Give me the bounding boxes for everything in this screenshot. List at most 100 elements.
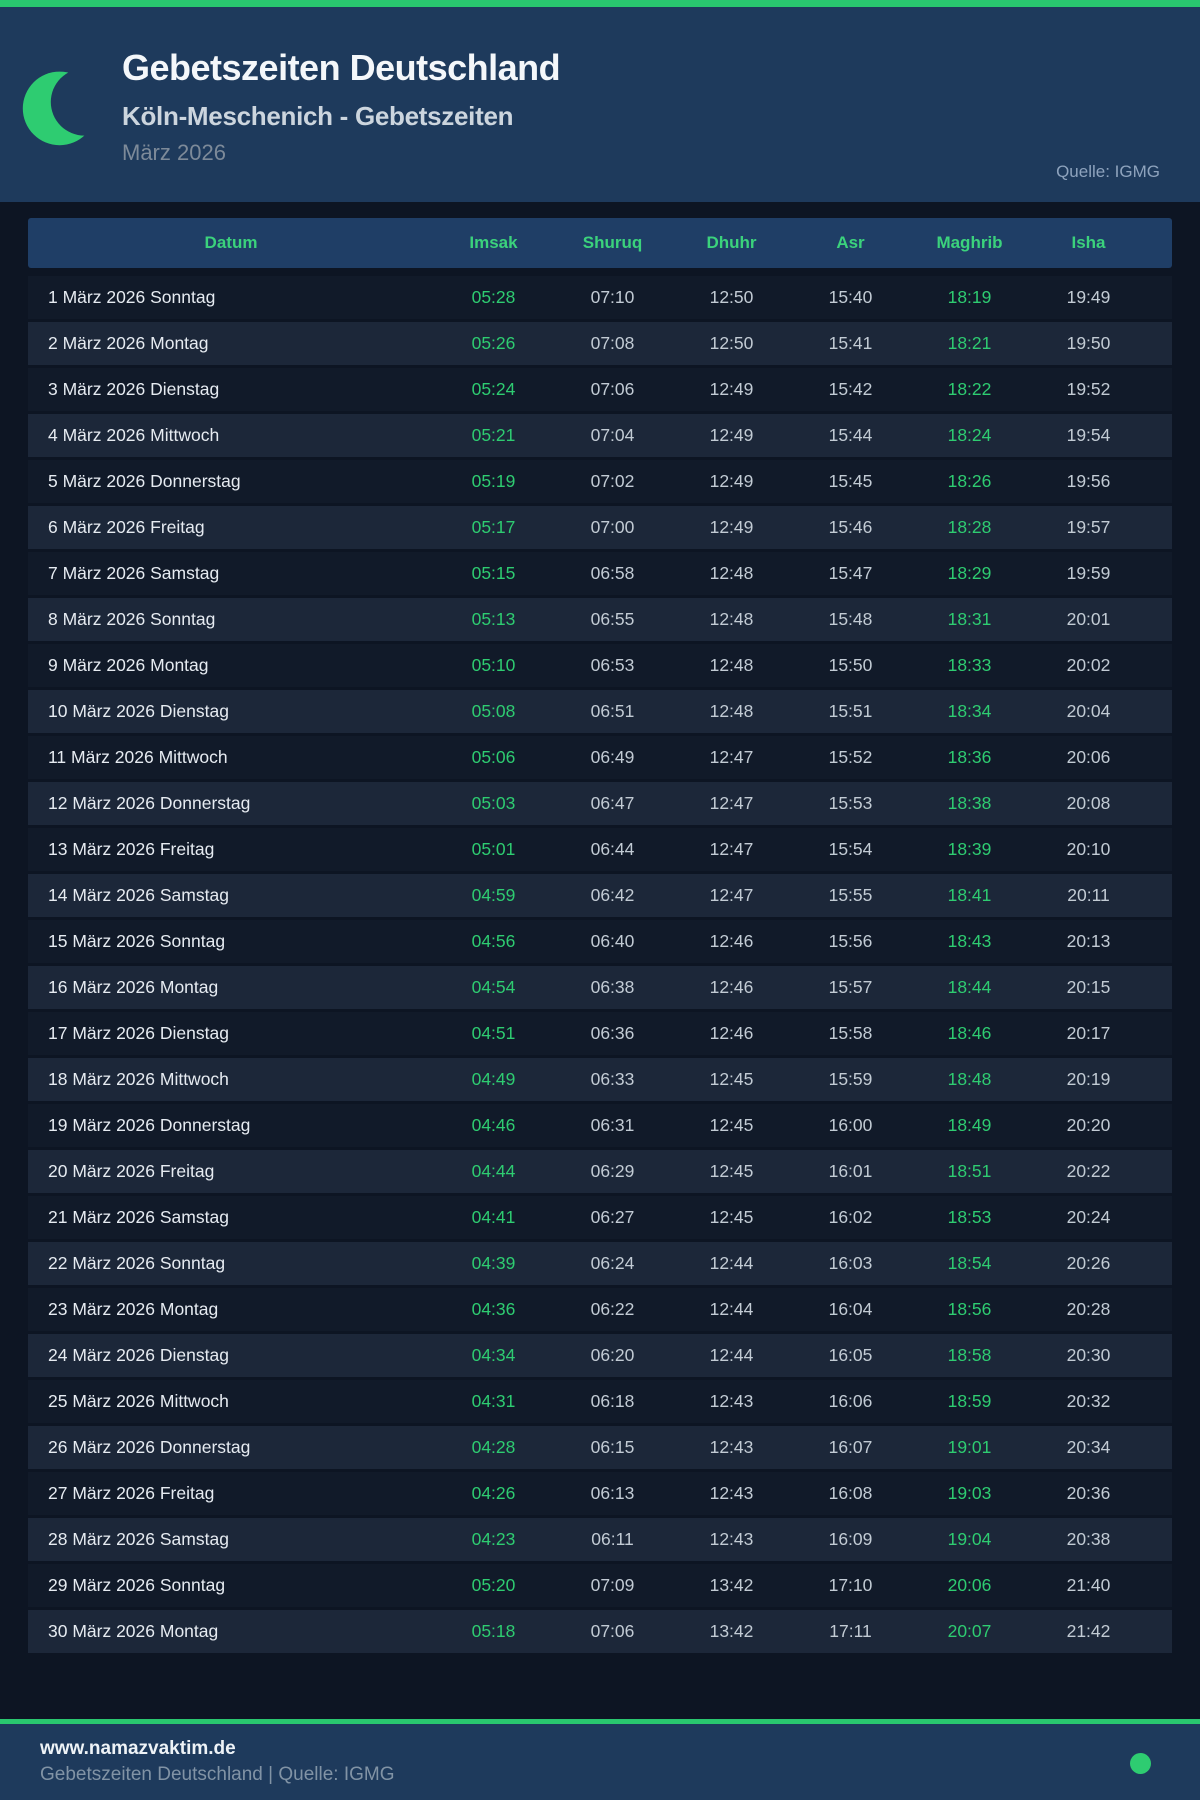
time-cell-dhuhr: 12:45 — [709, 1207, 754, 1227]
table-row: 6 März 2026 Freitag 05:17 07:00 12:49 15:46 1… — [28, 506, 1172, 549]
row-date: 20 März 2026 Freitag — [48, 1161, 215, 1181]
time-cell-maghrib: 18:33 — [947, 655, 992, 675]
time-cell-maghrib: 18:39 — [947, 839, 992, 859]
table-row: 9 März 2026 Montag 05:10 06:53 12:48 15:50 18… — [28, 644, 1172, 687]
row-date: 25 März 2026 Mittwoch — [48, 1391, 229, 1411]
row-date: 30 März 2026 Montag — [48, 1621, 219, 1641]
time-cell-shuruq: 07:04 — [590, 425, 635, 445]
time-cell-imsak: 04:31 — [471, 1391, 516, 1411]
table-row: 5 März 2026 Donnerstag 05:19 07:02 12:49 15:… — [28, 460, 1172, 503]
footer-accent-line — [0, 1719, 1200, 1724]
time-cell-isha: 20:26 — [1066, 1253, 1111, 1273]
column-header-isha: Isha — [1071, 233, 1106, 252]
time-cell-dhuhr: 12:43 — [709, 1391, 754, 1411]
column-header-imsak: Imsak — [469, 233, 518, 252]
time-cell-isha: 20:36 — [1066, 1483, 1111, 1503]
time-cell-maghrib: 20:07 — [947, 1621, 992, 1641]
table-row: 27 März 2026 Freitag 04:26 06:13 12:43 16:08… — [28, 1472, 1172, 1515]
time-cell-dhuhr: 12:48 — [709, 563, 754, 583]
time-cell-shuruq: 06:49 — [590, 747, 635, 767]
time-cell-asr: 15:57 — [828, 977, 873, 997]
time-cell-imsak: 05:19 — [471, 471, 516, 491]
table-row: 28 März 2026 Samstag 04:23 06:11 12:43 16:09… — [28, 1518, 1172, 1561]
crescent-moon-icon — [22, 71, 97, 146]
time-cell-imsak: 05:15 — [471, 563, 516, 583]
time-cell-dhuhr: 12:50 — [709, 333, 754, 353]
time-cell-asr: 16:07 — [828, 1437, 873, 1457]
time-cell-shuruq: 07:06 — [590, 379, 635, 399]
table-row: 3 März 2026 Dienstag 05:24 07:06 12:49 15:42… — [28, 368, 1172, 411]
time-cell-dhuhr: 12:49 — [709, 379, 754, 399]
time-cell-dhuhr: 12:47 — [709, 839, 754, 859]
page-footer: www.namazvaktim.de Gebetszeiten Deutschl… — [0, 1724, 1200, 1800]
row-date: 4 März 2026 Mittwoch — [48, 425, 220, 445]
time-cell-asr: 15:56 — [828, 931, 873, 951]
time-cell-imsak: 04:41 — [471, 1207, 516, 1227]
row-date: 11 März 2026 Mittwoch — [48, 747, 228, 767]
time-cell-asr: 16:05 — [828, 1345, 873, 1365]
time-cell-isha: 20:08 — [1066, 793, 1111, 813]
time-cell-isha: 20:06 — [1066, 747, 1111, 767]
table-row: 19 März 2026 Donnerstag 04:46 06:31 12:45 16… — [28, 1104, 1172, 1147]
time-cell-maghrib: 19:04 — [947, 1529, 992, 1549]
time-cell-isha: 20:02 — [1066, 655, 1111, 675]
time-cell-dhuhr: 13:42 — [709, 1575, 754, 1595]
table-row: 8 März 2026 Sonntag 05:13 06:55 12:48 15:48 1… — [28, 598, 1172, 641]
time-cell-isha: 20:04 — [1066, 701, 1111, 721]
column-header-asr: Asr — [836, 233, 865, 252]
time-cell-dhuhr: 12:49 — [709, 425, 754, 445]
table-row: 18 März 2026 Mittwoch 04:49 06:33 12:45 15:5… — [28, 1058, 1172, 1101]
time-cell-maghrib: 18:48 — [947, 1069, 992, 1089]
time-cell-imsak: 05:26 — [471, 333, 516, 353]
time-cell-shuruq: 06:20 — [590, 1345, 635, 1365]
row-date: 17 März 2026 Dienstag — [48, 1023, 229, 1043]
page-header: Gebetszeiten Deutschland Köln-Meschenich… — [0, 7, 1200, 202]
time-cell-shuruq: 06:42 — [590, 885, 635, 905]
column-header-shuruq: Shuruq — [582, 233, 643, 252]
time-cell-dhuhr: 12:43 — [709, 1529, 754, 1549]
time-cell-shuruq: 07:06 — [590, 1621, 635, 1641]
time-cell-asr: 15:58 — [828, 1023, 873, 1043]
time-cell-imsak: 05:10 — [471, 655, 516, 675]
time-cell-imsak: 05:08 — [471, 701, 516, 721]
time-cell-maghrib: 18:29 — [947, 563, 992, 583]
time-cell-shuruq: 06:18 — [590, 1391, 635, 1411]
time-cell-maghrib: 18:36 — [947, 747, 992, 767]
table-body: 1 März 2026 Sonntag 05:28 07:10 12:50 15:40 1… — [28, 276, 1172, 1653]
time-cell-shuruq: 06:27 — [590, 1207, 635, 1227]
prayer-times-table: Datum Imsak Shuruq Dhuhr Asr Maghrib Isha 1 Mä… — [28, 218, 1172, 1656]
time-cell-isha: 20:34 — [1066, 1437, 1111, 1457]
time-cell-shuruq: 06:22 — [590, 1299, 635, 1319]
time-cell-shuruq: 06:36 — [590, 1023, 635, 1043]
spacer — [0, 1656, 1200, 1719]
time-cell-isha: 19:57 — [1066, 517, 1111, 537]
time-cell-maghrib: 18:58 — [947, 1345, 992, 1365]
time-cell-imsak: 05:17 — [471, 517, 516, 537]
time-cell-maghrib: 18:51 — [947, 1161, 992, 1181]
table-row: 2 März 2026 Montag 05:26 07:08 12:50 15:41 18… — [28, 322, 1172, 365]
row-date: 16 März 2026 Montag — [48, 977, 219, 997]
time-cell-dhuhr: 12:47 — [709, 747, 754, 767]
green-dot-icon — [1130, 1753, 1151, 1774]
time-cell-shuruq: 06:58 — [590, 563, 635, 583]
time-cell-imsak: 05:06 — [471, 747, 516, 767]
time-cell-shuruq: 06:13 — [590, 1483, 635, 1503]
row-date: 21 März 2026 Samstag — [48, 1207, 229, 1227]
row-date: 7 März 2026 Samstag — [48, 563, 220, 583]
time-cell-maghrib: 18:56 — [947, 1299, 992, 1319]
table-row: 24 März 2026 Dienstag 04:34 06:20 12:44 16:0… — [28, 1334, 1172, 1377]
time-cell-maghrib: 18:59 — [947, 1391, 992, 1411]
time-cell-asr: 16:00 — [828, 1115, 873, 1135]
time-cell-asr: 16:06 — [828, 1391, 873, 1411]
time-cell-shuruq: 06:15 — [590, 1437, 635, 1457]
time-cell-asr: 15:42 — [828, 379, 873, 399]
time-cell-imsak: 05:03 — [471, 793, 516, 813]
time-cell-maghrib: 18:34 — [947, 701, 992, 721]
row-date: 6 März 2026 Freitag — [48, 517, 205, 537]
time-cell-imsak: 04:59 — [471, 885, 516, 905]
time-cell-asr: 15:48 — [828, 609, 873, 629]
time-cell-imsak: 05:18 — [471, 1621, 516, 1641]
site-url-link[interactable]: www.namazvaktim.de — [40, 1738, 236, 1759]
time-cell-dhuhr: 12:45 — [709, 1069, 754, 1089]
time-cell-dhuhr: 12:49 — [709, 471, 754, 491]
